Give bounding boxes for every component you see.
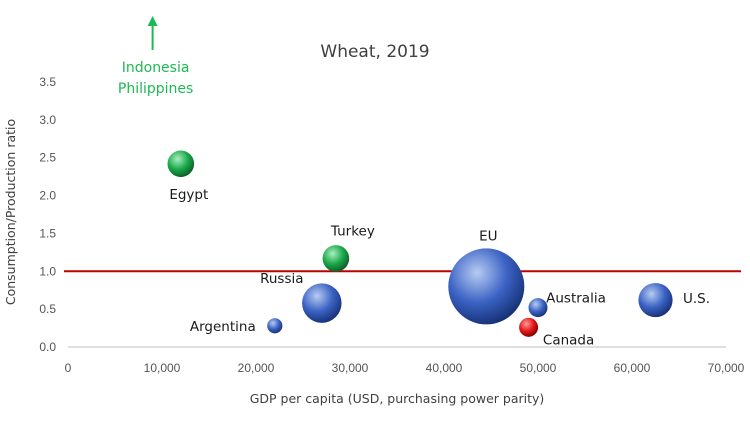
annotation-line-philippines: Philippines bbox=[118, 81, 193, 97]
label-turkey: Turkey bbox=[330, 223, 375, 239]
y-tick-label: 1.0 bbox=[39, 264, 56, 278]
label-canada: Canada bbox=[543, 332, 594, 348]
x-tick-label: 40,000 bbox=[426, 361, 463, 375]
y-tick-label: 3.0 bbox=[39, 113, 56, 127]
label-egypt: Egypt bbox=[169, 187, 208, 203]
label-russia: Russia bbox=[260, 271, 303, 287]
bubbles bbox=[167, 150, 673, 337]
bubble-canada bbox=[519, 317, 539, 337]
bubble-argentina bbox=[267, 318, 283, 334]
label-us: U.S. bbox=[683, 291, 710, 307]
bubble-russia bbox=[302, 283, 342, 323]
x-tick-label: 70,000 bbox=[708, 361, 745, 375]
annotation-line-indonesia: Indonesia bbox=[122, 60, 190, 76]
y-tick-label: 2.5 bbox=[39, 151, 56, 165]
label-argentina: Argentina bbox=[190, 319, 256, 335]
y-tick-label: 3.5 bbox=[39, 75, 56, 89]
y-tick-label: 1.5 bbox=[39, 226, 56, 240]
up-arrow-head-icon bbox=[147, 16, 158, 26]
y-tick-label: 0.5 bbox=[39, 302, 56, 316]
x-tick-label: 50,000 bbox=[520, 361, 557, 375]
chart-title: Wheat, 2019 bbox=[320, 42, 429, 62]
x-tick-label: 20,000 bbox=[238, 361, 275, 375]
label-australia: Australia bbox=[546, 291, 606, 307]
y-tick-label: 0.0 bbox=[39, 340, 56, 354]
x-tick-label: 10,000 bbox=[144, 361, 181, 375]
x-tick-label: 30,000 bbox=[332, 361, 369, 375]
bubble-eu bbox=[448, 248, 525, 325]
tick-labels: 0 10,000 20,000 30,000 40,000 50,000 60,000 70,… bbox=[39, 75, 744, 375]
bubble-turkey bbox=[322, 245, 350, 272]
x-axis-label: GDP per capita (USD, purchasing power pa… bbox=[250, 391, 545, 406]
bubble-egypt bbox=[167, 150, 195, 178]
x-tick-label: 60,000 bbox=[614, 361, 651, 375]
point-labels: Egypt Turkey Russia Argentina EU Australia Can… bbox=[169, 187, 710, 349]
y-axis-label: Consumption/Production ratio bbox=[3, 119, 18, 305]
bubble-australia bbox=[528, 298, 548, 318]
y-tick-label: 2.0 bbox=[39, 189, 56, 203]
offscale-annotation: Indonesia Philippines bbox=[118, 16, 193, 97]
x-tick-label: 0 bbox=[65, 361, 72, 375]
label-eu: EU bbox=[479, 228, 497, 244]
bubble-us bbox=[638, 282, 673, 318]
